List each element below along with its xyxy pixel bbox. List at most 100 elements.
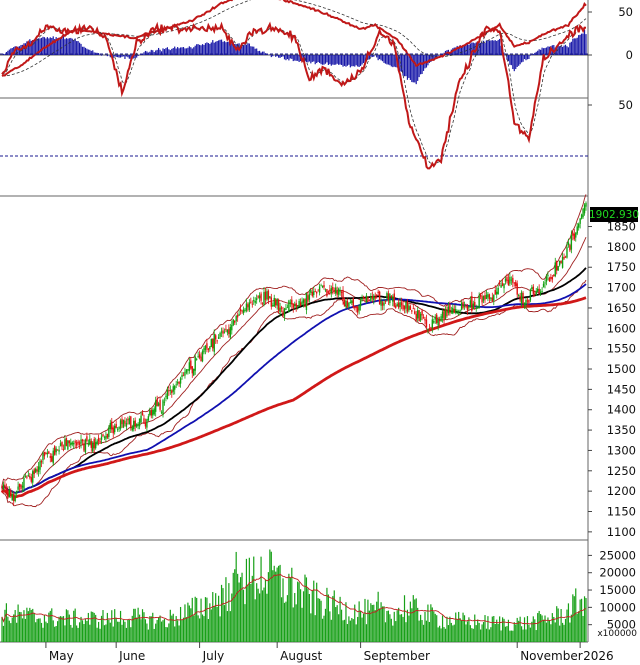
volume-bar bbox=[146, 623, 148, 642]
macd-histogram-bar bbox=[349, 55, 351, 68]
volume-bar bbox=[114, 609, 116, 642]
macd-histogram-bar bbox=[291, 55, 293, 59]
macd-histogram-bar bbox=[285, 55, 287, 61]
macd-histogram-bar bbox=[405, 55, 407, 77]
volume-bar bbox=[352, 619, 354, 642]
macd-histogram-bar bbox=[152, 50, 154, 55]
macd-histogram-bar bbox=[21, 44, 24, 55]
macd-histogram-bar bbox=[140, 54, 142, 55]
candle-body bbox=[535, 290, 537, 296]
volume-bar bbox=[103, 625, 106, 642]
candle-body bbox=[487, 293, 489, 298]
volume-bar bbox=[137, 607, 139, 642]
macd-histogram-bar bbox=[67, 38, 69, 55]
candle-body bbox=[146, 419, 148, 428]
volume-bar bbox=[456, 618, 458, 642]
volume-bar bbox=[316, 582, 318, 642]
price-tick-label: 1650 bbox=[607, 301, 636, 315]
volume-bar bbox=[412, 595, 414, 642]
volume-bar bbox=[263, 587, 265, 642]
candle-body bbox=[321, 285, 324, 288]
volume-bar bbox=[406, 609, 409, 642]
candle-body bbox=[576, 226, 578, 234]
macd-histogram-bar bbox=[327, 55, 329, 65]
macd-histogram-bar bbox=[163, 49, 166, 55]
macd-histogram-bar bbox=[297, 55, 299, 61]
volume-bar bbox=[185, 617, 188, 642]
macd-histogram-bar bbox=[128, 55, 130, 59]
candle-body bbox=[397, 302, 400, 308]
candle-body bbox=[402, 304, 404, 310]
volume-bar bbox=[526, 616, 529, 642]
volume-bar bbox=[35, 622, 37, 642]
volume-bar bbox=[581, 598, 583, 642]
macd-histogram-bar bbox=[18, 46, 21, 55]
macd-histogram-bar bbox=[305, 55, 308, 62]
macd-histogram-bar bbox=[567, 47, 570, 55]
candle-body bbox=[283, 308, 286, 317]
volume-bar bbox=[147, 629, 149, 642]
macd-histogram-bar bbox=[480, 42, 482, 55]
volume-bar bbox=[336, 605, 338, 642]
macd-histogram-bar bbox=[488, 40, 490, 55]
macd-histogram-bar bbox=[411, 55, 413, 83]
candle-body bbox=[124, 420, 126, 424]
volume-bar bbox=[198, 618, 201, 642]
macd-histogram-bar bbox=[256, 48, 258, 55]
volume-bar bbox=[99, 628, 101, 642]
volume-bar bbox=[153, 628, 155, 642]
macd-histogram-bar bbox=[528, 55, 530, 60]
macd-histogram-bar bbox=[485, 40, 488, 55]
macd-histogram-bar bbox=[409, 55, 411, 80]
volume-bar bbox=[229, 611, 231, 642]
macd-histogram-bar bbox=[474, 43, 476, 55]
candle-body bbox=[308, 294, 311, 300]
volume-bar bbox=[308, 593, 310, 642]
macd-histogram-bar bbox=[400, 55, 403, 72]
candle-body bbox=[248, 302, 251, 311]
candle-body bbox=[368, 299, 371, 301]
candle-body bbox=[352, 297, 354, 308]
macd-histogram-bar bbox=[174, 46, 176, 55]
candle-body bbox=[496, 291, 498, 295]
candle-body bbox=[418, 310, 420, 322]
macd-histogram-bar bbox=[361, 55, 363, 65]
volume-bar bbox=[275, 571, 277, 642]
candle-body bbox=[567, 242, 570, 246]
candle-body bbox=[96, 440, 98, 444]
candle-body bbox=[336, 290, 338, 295]
candle-body bbox=[450, 311, 453, 313]
macd-tick-label: 50 bbox=[618, 5, 633, 19]
candle-body bbox=[14, 495, 16, 501]
volume-bar bbox=[348, 616, 350, 642]
volume-bar bbox=[405, 622, 407, 642]
candle-body bbox=[219, 332, 221, 337]
macd-histogram-bar bbox=[342, 55, 344, 67]
volume-bar bbox=[374, 610, 376, 642]
volume-bar bbox=[330, 619, 332, 642]
volume-bar bbox=[194, 596, 196, 642]
macd-histogram-bar bbox=[518, 55, 520, 66]
candle-body bbox=[501, 283, 504, 286]
volume-bar bbox=[392, 625, 394, 642]
volume-bar bbox=[518, 620, 520, 642]
candle-body bbox=[24, 476, 27, 477]
macd-histogram-bar bbox=[209, 43, 211, 55]
candle-body bbox=[506, 277, 508, 281]
volume-bar bbox=[542, 619, 545, 642]
volume-bar bbox=[70, 624, 72, 642]
candle-body bbox=[364, 297, 366, 300]
candle-body bbox=[374, 296, 376, 299]
macd-histogram-bar bbox=[506, 55, 508, 60]
macd-histogram-bar bbox=[458, 46, 460, 55]
volume-bar bbox=[362, 613, 365, 642]
candle-body bbox=[471, 295, 473, 311]
volume-bar bbox=[181, 619, 183, 642]
volume-bar bbox=[219, 616, 221, 642]
volume-bar bbox=[40, 622, 43, 642]
candle-body bbox=[460, 302, 463, 310]
macd-histogram-bar bbox=[381, 55, 384, 62]
macd-histogram-bar bbox=[335, 55, 337, 65]
volume-bar bbox=[80, 616, 82, 642]
candle-body bbox=[150, 409, 152, 416]
